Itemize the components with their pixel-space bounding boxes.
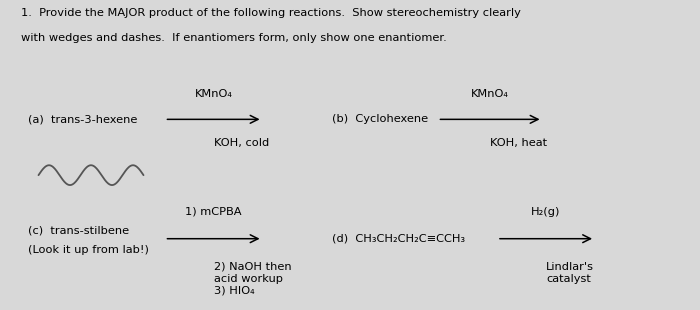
Text: H₂(g): H₂(g): [531, 207, 561, 217]
Text: (a)  trans-3-hexene: (a) trans-3-hexene: [28, 114, 137, 124]
Text: Lindlar's
catalyst: Lindlar's catalyst: [546, 262, 594, 284]
Text: (b)  Cyclohexene: (b) Cyclohexene: [332, 114, 428, 124]
Text: (c)  trans-stilbene: (c) trans-stilbene: [28, 226, 129, 236]
Text: KOH, heat: KOH, heat: [490, 138, 547, 148]
Text: 2) NaOH then
acid workup
3) HIO₄: 2) NaOH then acid workup 3) HIO₄: [214, 262, 291, 295]
Text: with wedges and dashes.  If enantiomers form, only show one enantiomer.: with wedges and dashes. If enantiomers f…: [21, 33, 447, 42]
Text: KOH, cold: KOH, cold: [214, 138, 269, 148]
Text: KMnO₄: KMnO₄: [471, 89, 509, 99]
Text: KMnO₄: KMnO₄: [195, 89, 232, 99]
Text: (Look it up from lab!): (Look it up from lab!): [28, 245, 149, 255]
Text: (d)  CH₃CH₂CH₂C≡CCH₃: (d) CH₃CH₂CH₂C≡CCH₃: [332, 234, 466, 244]
Text: 1.  Provide the MAJOR product of the following reactions.  Show stereochemistry : 1. Provide the MAJOR product of the foll…: [21, 8, 521, 18]
Text: 1) mCPBA: 1) mCPBA: [186, 207, 241, 217]
